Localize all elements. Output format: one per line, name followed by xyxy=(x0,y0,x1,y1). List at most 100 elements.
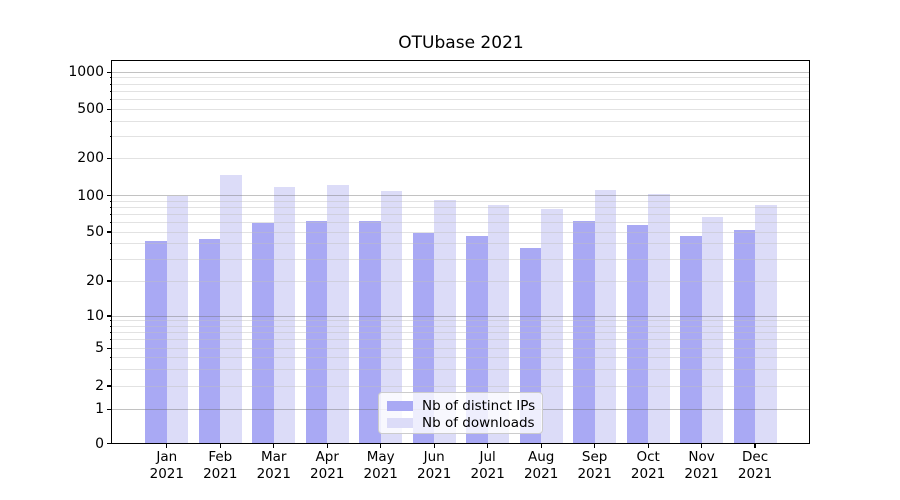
y-tick xyxy=(107,315,111,317)
gridline-minor xyxy=(112,258,810,260)
x-tick-label: Jun 2021 xyxy=(417,449,452,482)
y-minor-tick xyxy=(109,221,112,223)
legend-row-distinct-ips: Nb of distinct IPs xyxy=(387,398,536,414)
bar-downloads-sep xyxy=(594,190,617,444)
bar-downloads-jul xyxy=(487,204,510,444)
legend: Nb of distinct IPs Nb of downloads xyxy=(378,392,543,434)
bar-distinct-ips-jan xyxy=(145,241,167,444)
y-tick xyxy=(107,280,111,282)
bar-distinct-ips-may xyxy=(359,220,381,444)
bar-downloads-jan xyxy=(166,195,189,444)
legend-label-distinct-ips: Nb of distinct IPs xyxy=(422,398,536,414)
y-tick-label: 100 xyxy=(77,187,104,204)
y-minor-tick xyxy=(109,213,112,215)
x-tick-label: Feb 2021 xyxy=(203,449,238,482)
chart-title: OTUbase 2021 xyxy=(398,33,524,53)
bar-distinct-ips-oct xyxy=(626,225,649,444)
y-minor-tick xyxy=(109,136,112,138)
y-minor-tick xyxy=(109,157,112,159)
x-tick xyxy=(219,443,221,448)
legend-swatch-distinct-ips xyxy=(387,401,413,411)
gridline-minor xyxy=(112,280,810,282)
x-tick xyxy=(380,443,382,448)
bar-downloads-oct xyxy=(648,194,670,444)
x-tick-label: Dec 2021 xyxy=(737,449,773,482)
bar-distinct-ips-mar xyxy=(252,223,274,444)
y-minor-tick xyxy=(109,206,112,208)
y-minor-tick xyxy=(109,83,112,85)
gridline-minor xyxy=(112,339,810,341)
gridline-minor xyxy=(112,200,810,202)
y-minor-tick xyxy=(109,90,112,92)
y-tick-label: 10 xyxy=(86,308,104,324)
x-tick xyxy=(273,443,275,448)
bar-downloads-apr xyxy=(327,184,349,444)
gridline-minor xyxy=(112,347,810,349)
gridline-major xyxy=(112,315,810,317)
x-tick-label: Jan 2021 xyxy=(149,449,184,482)
x-tick xyxy=(594,443,596,448)
y-tick xyxy=(107,408,111,410)
gridline-minor xyxy=(112,120,810,122)
bar-distinct-ips-nov xyxy=(680,236,702,444)
y-tick xyxy=(107,195,111,197)
y-minor-tick xyxy=(109,200,112,202)
x-tick xyxy=(166,443,168,448)
y-tick-label: 50 xyxy=(86,224,104,240)
y-minor-tick xyxy=(109,243,112,245)
gridline-minor xyxy=(112,231,810,233)
x-tick-label: May 2021 xyxy=(363,449,398,482)
gridline-major xyxy=(112,195,810,197)
gridline-minor xyxy=(112,368,810,370)
x-tick xyxy=(701,443,703,448)
gridline-minor xyxy=(112,157,810,159)
y-minor-tick xyxy=(109,320,112,322)
y-tick-label: 1000 xyxy=(68,64,104,81)
y-tick-label: 5 xyxy=(95,340,104,357)
bar-downloads-dec xyxy=(755,205,777,444)
y-tick xyxy=(107,347,111,349)
y-tick-label: 1 xyxy=(95,401,104,418)
y-tick-label: 20 xyxy=(86,273,104,289)
x-tick xyxy=(487,443,489,448)
gridline-minor xyxy=(112,108,810,110)
y-minor-tick xyxy=(109,356,112,358)
x-tick xyxy=(540,443,542,448)
y-minor-tick xyxy=(109,385,112,387)
legend-label-downloads: Nb of downloads xyxy=(422,415,535,431)
gridline-minor xyxy=(112,332,810,334)
y-minor-tick xyxy=(109,258,112,260)
x-tick-label: Apr 2021 xyxy=(310,449,345,482)
y-minor-tick xyxy=(109,332,112,334)
bar-distinct-ips-dec xyxy=(733,229,756,444)
gridline-minor xyxy=(112,356,810,358)
y-tick xyxy=(107,442,111,445)
bar-distinct-ips-jul xyxy=(466,236,488,444)
y-minor-tick xyxy=(109,108,112,110)
bar-distinct-ips-feb xyxy=(198,238,221,444)
gridline-major xyxy=(112,71,810,73)
bar-downloads-nov xyxy=(701,217,724,444)
legend-row-downloads: Nb of downloads xyxy=(387,415,535,431)
x-tick xyxy=(647,443,649,448)
gridline-minor xyxy=(112,320,810,322)
gridline-minor xyxy=(112,90,810,92)
y-tick xyxy=(107,385,111,387)
x-tick-label: Nov 2021 xyxy=(684,449,719,482)
bar-downloads-may xyxy=(380,191,403,444)
gridline-minor xyxy=(112,136,810,138)
bar-distinct-ips-jun xyxy=(412,233,435,444)
gridline-minor xyxy=(112,77,810,79)
x-tick-label: Aug 2021 xyxy=(523,449,559,482)
y-tick xyxy=(107,71,111,73)
gridline-minor xyxy=(112,325,810,327)
y-minor-tick xyxy=(109,368,112,370)
x-tick xyxy=(326,443,328,448)
gridline-minor xyxy=(112,221,810,223)
y-minor-tick xyxy=(109,339,112,341)
y-minor-tick xyxy=(109,231,112,233)
y-tick-label: 500 xyxy=(77,101,104,118)
y-tick xyxy=(107,157,111,159)
bar-distinct-ips-sep xyxy=(573,220,595,444)
